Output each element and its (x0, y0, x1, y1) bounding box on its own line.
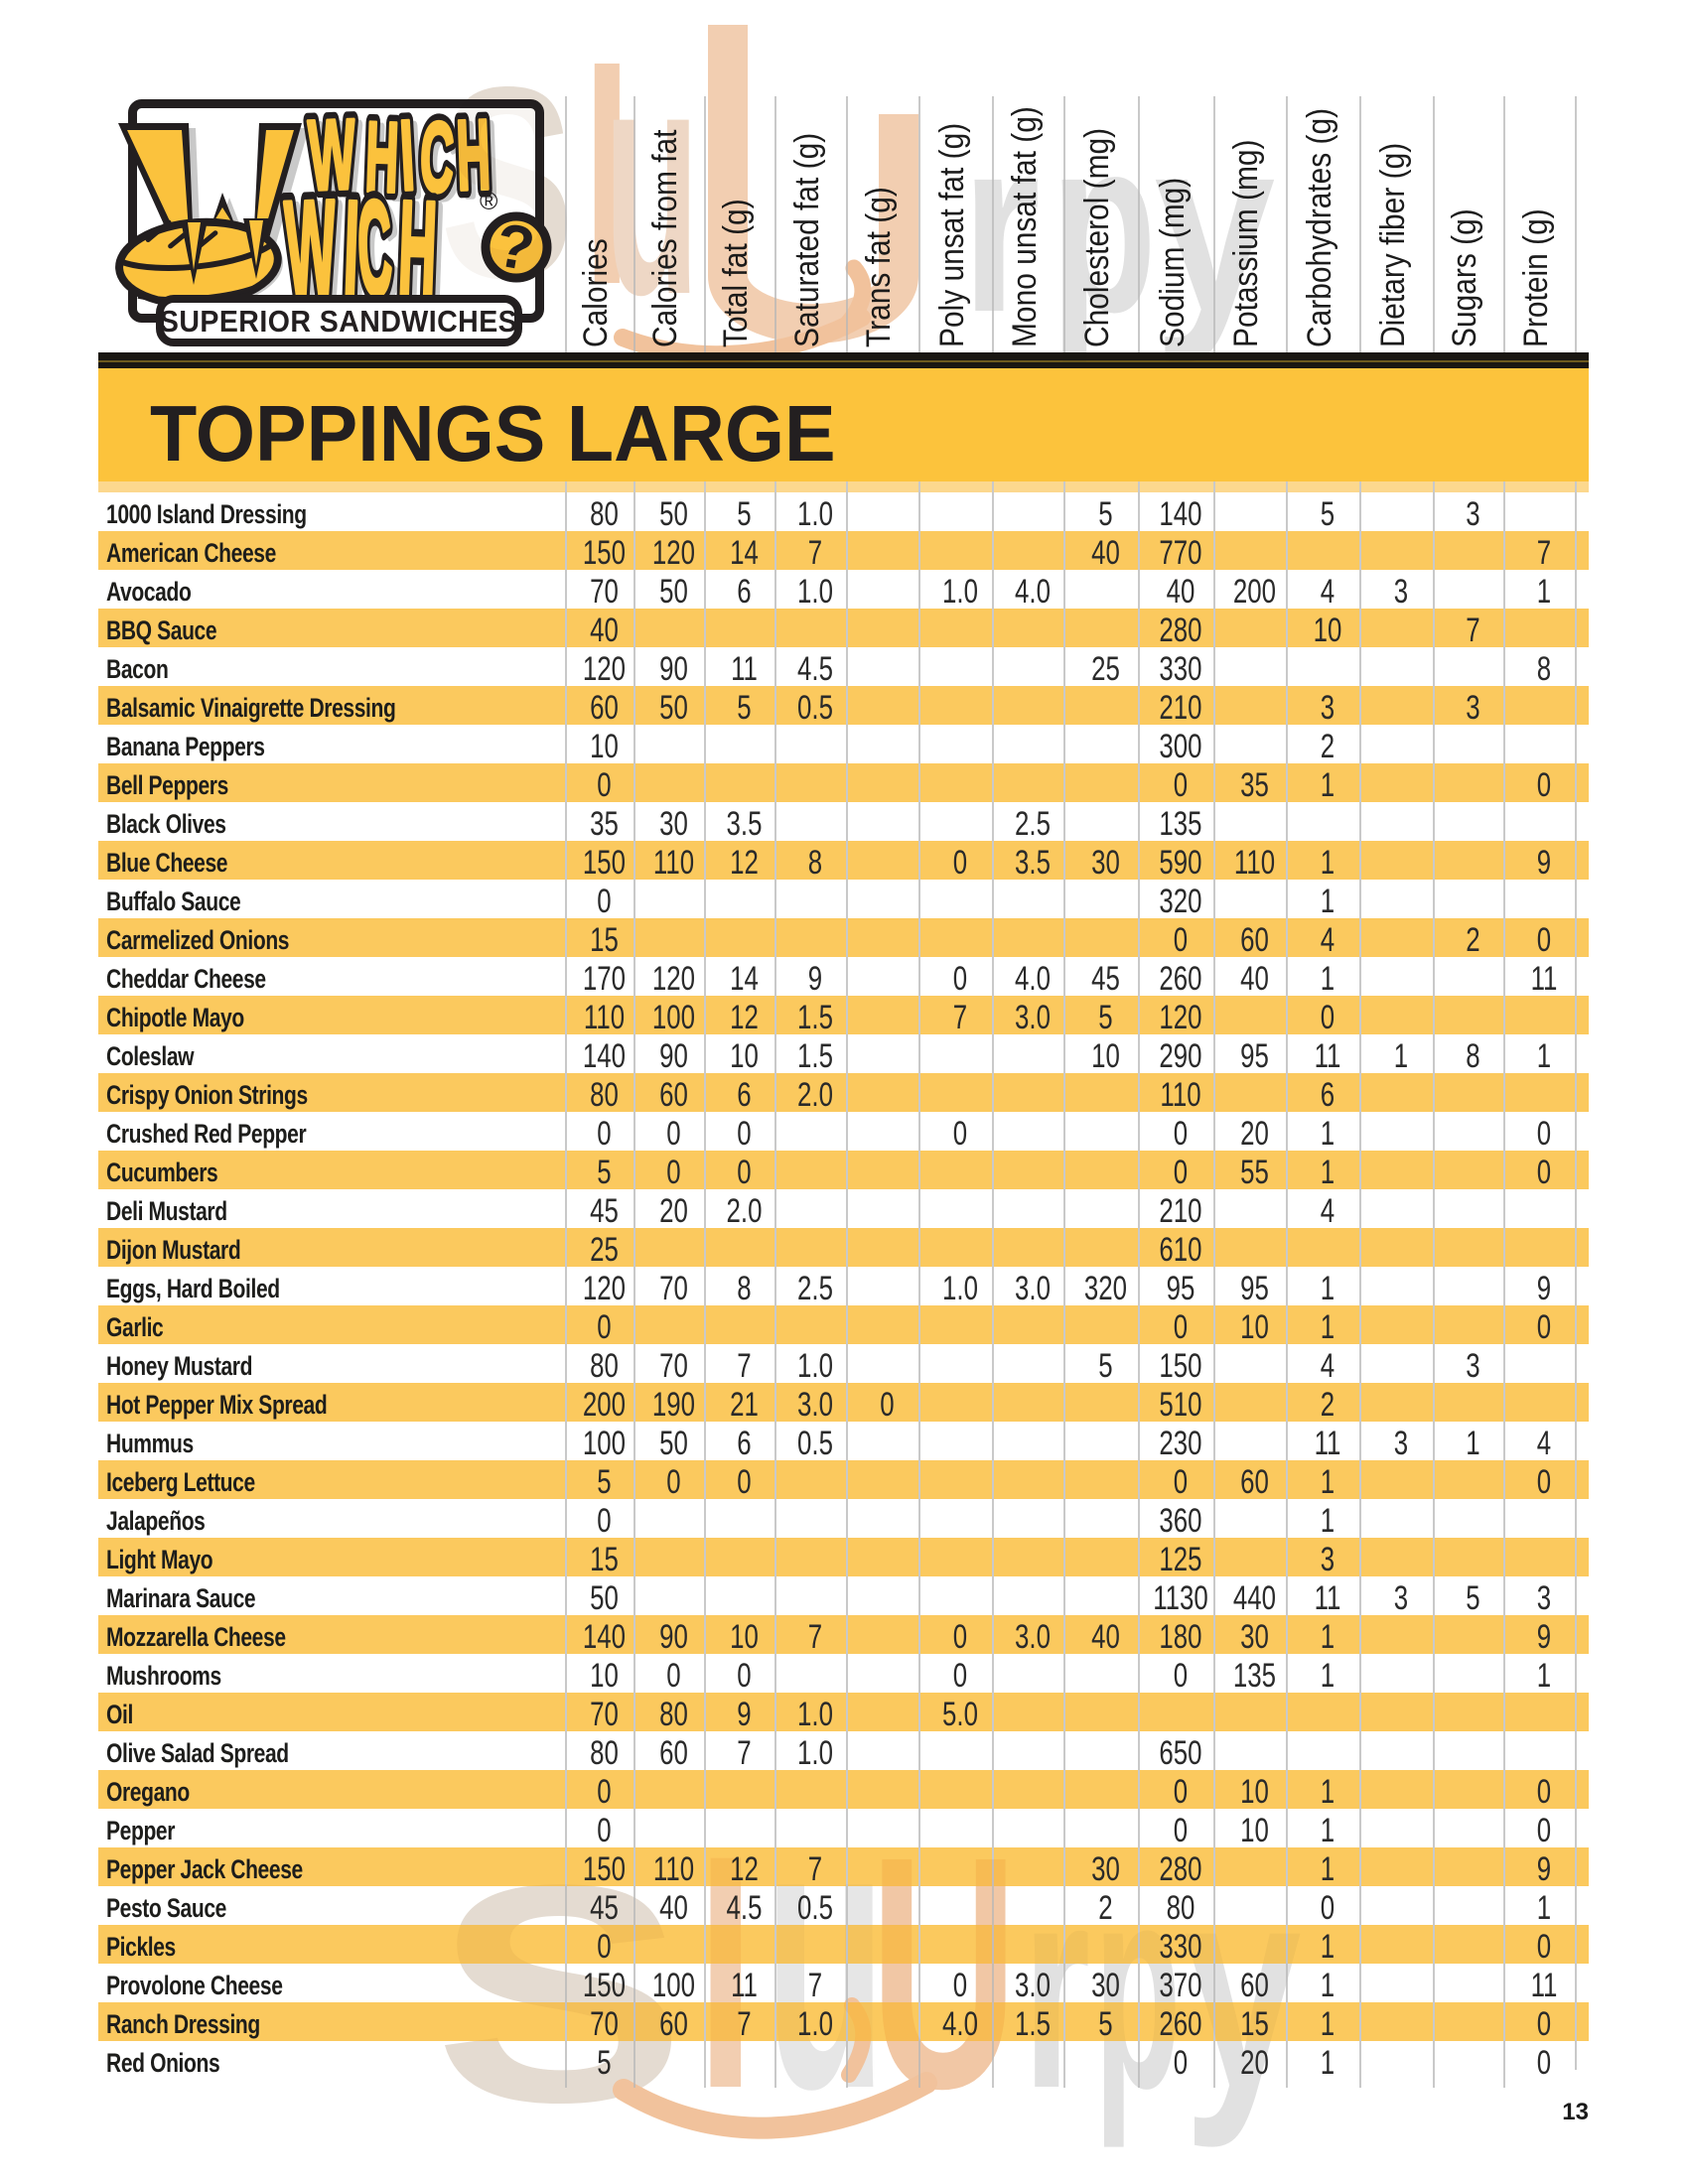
svg-text:p: p (1051, 86, 1157, 363)
svg-text:S: S (440, 31, 575, 336)
svg-text:r: r (1023, 1826, 1090, 2149)
svg-text:u: u (604, 0, 700, 362)
svg-text:SUPERIOR SANDWICHES: SUPERIOR SANDWICHES (160, 305, 517, 339)
svg-text:l: l (582, 10, 633, 348)
svg-text:H: H (363, 102, 400, 213)
svg-text:y: y (1184, 1826, 1302, 2149)
svg-text:l: l (582, 10, 633, 348)
svg-text:r: r (961, 87, 1041, 364)
svg-text:u: u (604, 0, 700, 362)
svg-text:W: W (307, 97, 357, 210)
svg-text:H: H (369, 107, 406, 218)
svg-text:u: u (765, 1741, 887, 2168)
svg-text:®: ® (480, 188, 498, 215)
svg-text:H: H (455, 98, 492, 211)
svg-text:I: I (342, 173, 361, 324)
svg-text:p: p (1094, 1825, 1181, 2148)
svg-text:C: C (418, 100, 456, 213)
svg-text:y: y (1154, 86, 1275, 363)
svg-text:r: r (961, 87, 1041, 364)
svg-text:C: C (424, 105, 462, 218)
svg-text:l: l (695, 1803, 757, 2155)
svg-text:H: H (461, 103, 498, 216)
svg-text:W: W (307, 97, 357, 210)
svg-text:W: W (313, 102, 363, 215)
